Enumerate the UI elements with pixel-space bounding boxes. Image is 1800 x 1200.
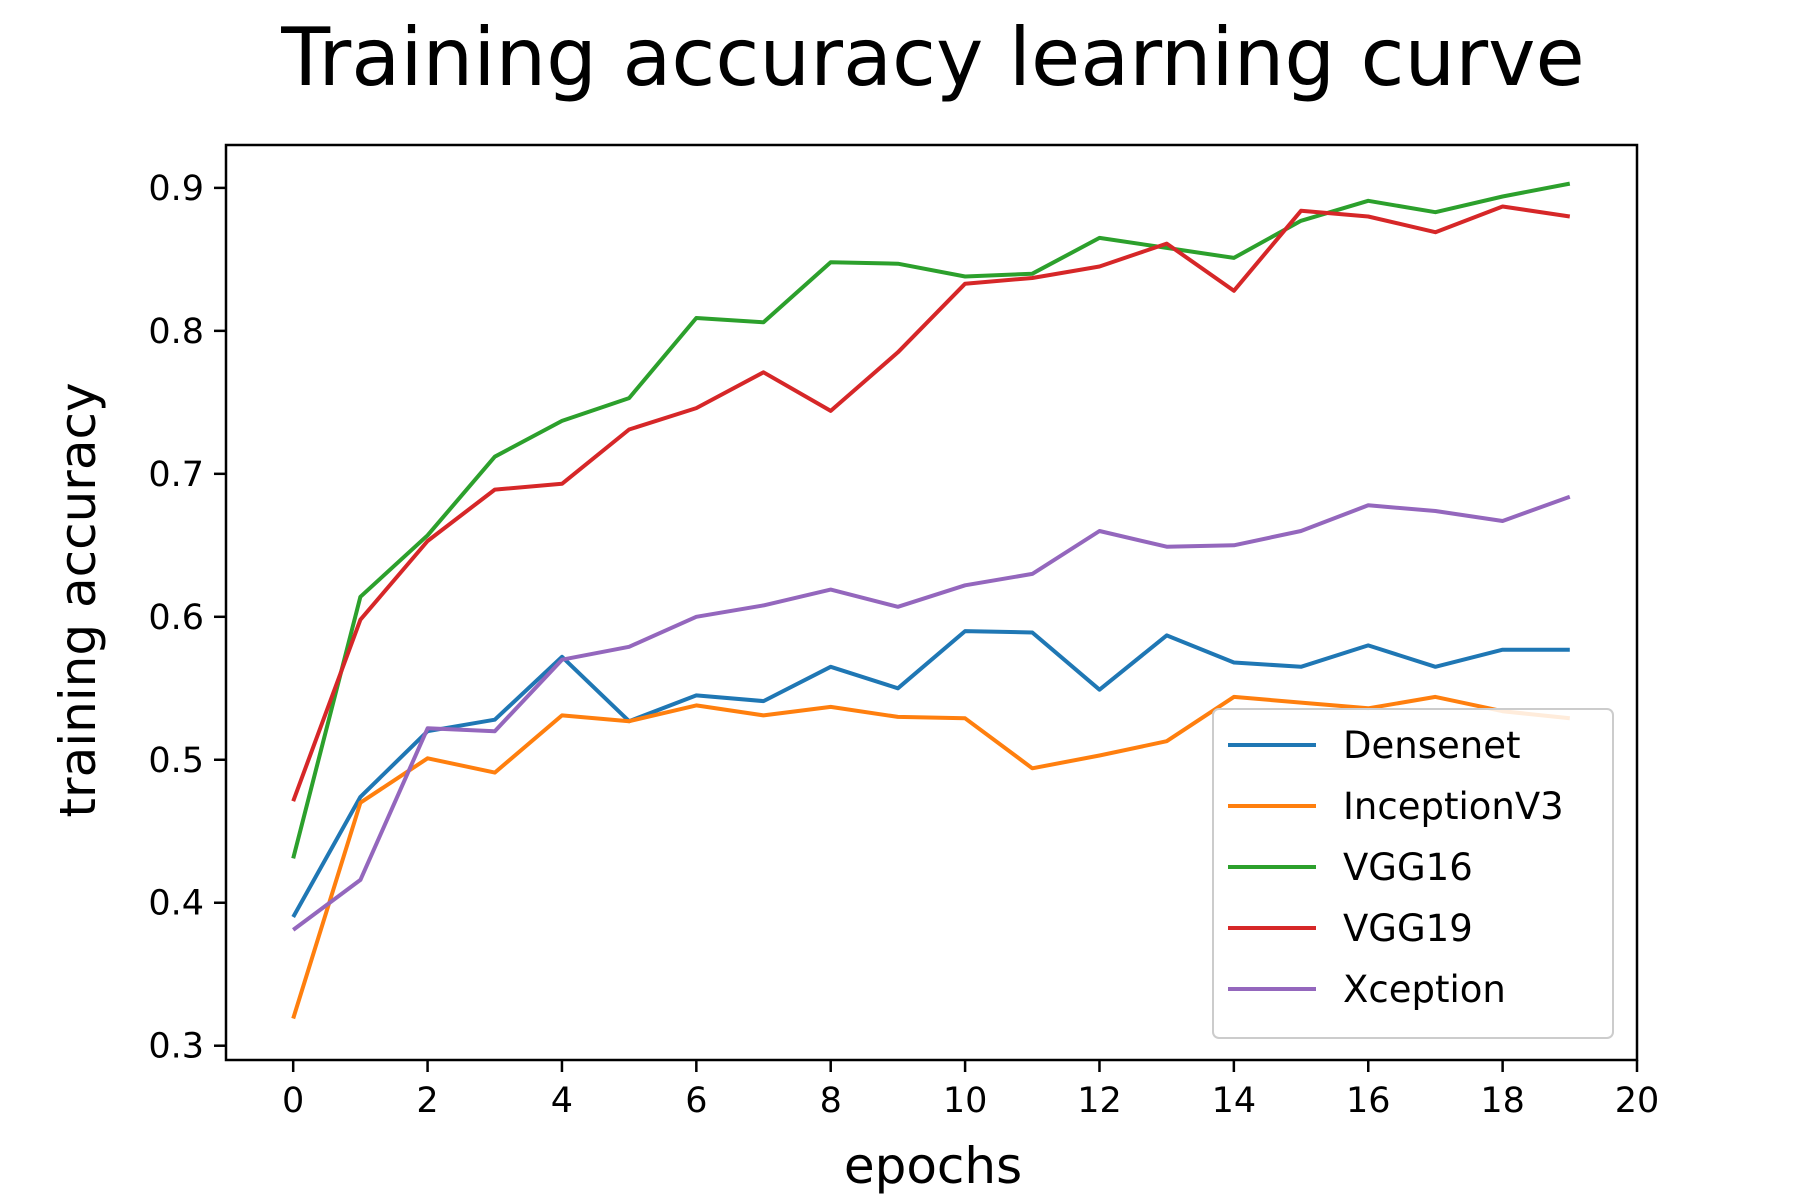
- y-axis: 0.3 0.4 0.5 0.6 0.7 0.8 0.9: [148, 169, 226, 1067]
- x-tick-label: 2: [416, 1081, 438, 1121]
- x-axis: 0 2 4 6 8 10 12 14 16 18 20: [282, 1060, 1659, 1121]
- legend-box: [1212, 708, 1614, 1039]
- y-axis-label: training accuracy: [49, 382, 107, 817]
- legend-label-inceptionv3: InceptionV3: [1343, 785, 1564, 828]
- y-tick-label: 0.7: [148, 455, 204, 495]
- legend-label-xception: Xception: [1343, 968, 1506, 1011]
- legend: Densenet InceptionV3 VGG16 VGG19 Xception: [1212, 708, 1614, 1039]
- series-line-xception: [292, 494, 1571, 932]
- plot-lines: [291, 181, 1571, 1020]
- x-axis-label: epochs: [844, 1137, 1022, 1195]
- chart-title: Training accuracy learning curve: [280, 11, 1584, 104]
- x-tick-label: 10: [943, 1081, 988, 1121]
- y-tick-label: 0.5: [148, 741, 204, 781]
- x-tick-label: 8: [820, 1081, 842, 1121]
- x-tick-label: 6: [685, 1081, 707, 1121]
- x-tick-label: 18: [1480, 1081, 1525, 1121]
- legend-label-densenet: Densenet: [1343, 724, 1520, 767]
- series-line-densenet: [291, 629, 1570, 918]
- y-tick-label: 0.3: [148, 1027, 204, 1067]
- series-line-vgg19: [291, 204, 1571, 802]
- x-tick-label: 12: [1077, 1081, 1122, 1121]
- legend-label-vgg19: VGG19: [1343, 907, 1473, 950]
- plot-frame: [224, 143, 1639, 1062]
- series-line-inceptionv3: [291, 694, 1571, 1020]
- x-tick-label: 20: [1615, 1081, 1660, 1121]
- y-tick-label: 0.6: [148, 598, 204, 638]
- x-tick-label: 0: [282, 1081, 304, 1121]
- y-tick-label: 0.4: [148, 884, 204, 924]
- legend-label-vgg16: VGG16: [1343, 846, 1473, 889]
- y-tick-label: 0.9: [148, 169, 204, 209]
- x-tick-label: 16: [1346, 1081, 1391, 1121]
- x-tick-label: 4: [551, 1081, 573, 1121]
- y-tick-label: 0.8: [148, 312, 204, 352]
- x-tick-label: 14: [1212, 1081, 1257, 1121]
- series-line-vgg16: [291, 181, 1571, 859]
